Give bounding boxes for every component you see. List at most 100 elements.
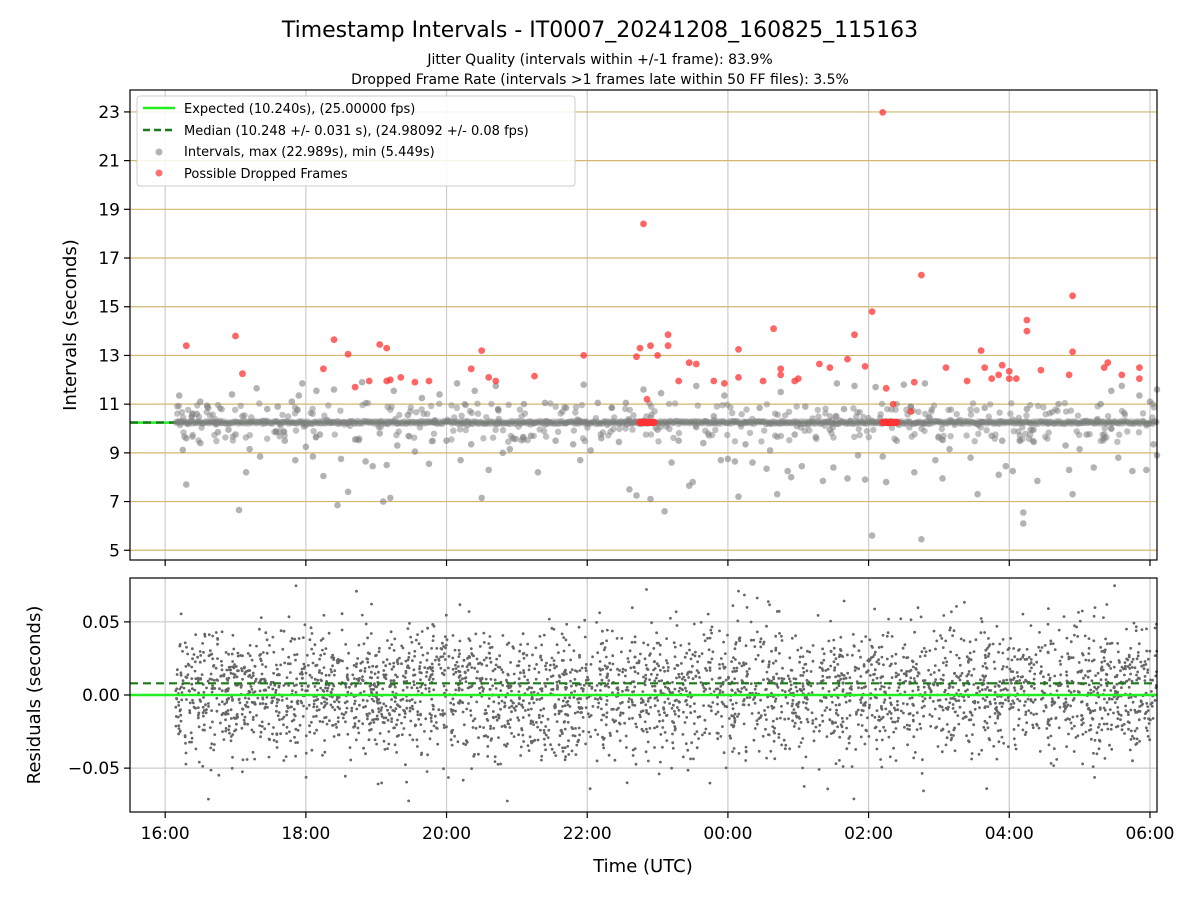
interval-band-point — [424, 419, 432, 426]
residual-point — [500, 725, 504, 728]
residual-point — [844, 676, 848, 680]
residual-point — [970, 757, 973, 761]
residual-point — [604, 723, 608, 727]
interval-point — [543, 420, 551, 427]
residual-point — [993, 690, 997, 694]
residual-point — [836, 663, 840, 666]
residual-point — [822, 658, 826, 662]
residual-point — [871, 646, 874, 649]
residual-point — [544, 725, 548, 728]
residual-point — [1016, 697, 1019, 701]
residual-point — [645, 709, 648, 712]
residual-point — [834, 675, 837, 679]
residual-point — [1105, 684, 1109, 688]
residual-point — [255, 714, 258, 717]
residual-point — [229, 671, 233, 675]
interval-point — [749, 415, 756, 423]
residual-point — [857, 649, 861, 653]
residual-point — [910, 659, 914, 663]
interval-outlier-point-66 — [562, 404, 570, 412]
interval-outlier-point-79 — [647, 495, 654, 503]
interval-band-point — [723, 419, 731, 426]
residual-point — [245, 670, 248, 673]
residual-point — [902, 711, 905, 715]
interval-point — [178, 409, 186, 416]
residual-point — [264, 679, 267, 683]
residual-point — [958, 678, 962, 682]
residual-point — [1133, 708, 1137, 712]
residual-point — [1017, 724, 1020, 727]
interval-point — [967, 406, 974, 413]
interval-point — [1124, 428, 1131, 435]
residual-point — [996, 729, 1000, 733]
residual-point — [894, 727, 898, 730]
residual-point — [638, 713, 642, 717]
residual-point — [404, 659, 408, 663]
interval-point — [851, 433, 858, 441]
interval-band-point — [196, 419, 203, 426]
residual-point — [550, 656, 554, 660]
interval-point — [285, 413, 292, 420]
interval-band-point — [409, 419, 417, 426]
residual-point — [706, 612, 710, 616]
residual-point — [423, 683, 427, 687]
residual-point — [849, 685, 853, 688]
residual-point — [535, 663, 538, 666]
residual-point — [657, 772, 661, 776]
interval-band-point — [688, 417, 695, 425]
interval-outlier-point-56 — [478, 494, 486, 502]
residual-point — [732, 656, 735, 659]
interval-point — [694, 402, 701, 409]
residual-point — [216, 637, 219, 640]
residual-point — [1038, 750, 1042, 753]
residual-point — [315, 728, 318, 732]
residual-point — [564, 712, 567, 716]
residual-point — [544, 685, 547, 688]
residual-point — [1097, 747, 1101, 751]
residual-point — [295, 677, 299, 681]
residual-point — [790, 704, 794, 708]
residual-point — [615, 729, 619, 733]
residual-point — [399, 698, 403, 702]
residual-point — [353, 699, 357, 703]
residual-point — [738, 661, 741, 665]
interval-outlier-point-132 — [974, 490, 981, 498]
residual-point — [366, 660, 370, 664]
residual-point — [308, 730, 312, 734]
interval-outlier-point-43 — [390, 387, 398, 395]
residual-point — [962, 711, 966, 715]
residual-point — [798, 688, 802, 691]
interval-point — [262, 417, 269, 424]
interval-band-point — [413, 419, 421, 426]
residual-point — [653, 746, 656, 749]
residual-point — [809, 670, 813, 673]
residual-point — [400, 644, 404, 648]
interval-outlier-point-126 — [921, 380, 929, 387]
residual-point — [1035, 722, 1038, 726]
interval-point — [815, 413, 822, 420]
interval-outlier-point-97 — [756, 404, 763, 412]
residual-point — [1135, 657, 1139, 661]
residual-point — [424, 717, 428, 721]
interval-outlier-point-145 — [1055, 400, 1062, 408]
residual-point — [962, 639, 966, 642]
interval-band-point — [376, 418, 383, 425]
dropped-frame-point-64 — [1023, 316, 1031, 324]
residual-point — [377, 707, 380, 711]
interval-band-point — [365, 418, 373, 425]
interval-point — [821, 422, 828, 429]
residual-point — [1024, 700, 1027, 704]
interval-band-point — [364, 419, 371, 426]
interval-point — [237, 402, 244, 409]
residual-point — [780, 634, 783, 638]
residual-point — [308, 673, 312, 677]
residual-point — [772, 730, 776, 733]
residual-point — [466, 686, 470, 690]
residual-point — [724, 766, 728, 770]
residual-point — [461, 664, 464, 668]
interval-outlier-point-57 — [485, 466, 493, 474]
residual-point — [1090, 679, 1094, 683]
residual-point — [257, 681, 261, 685]
residual-point — [390, 667, 394, 671]
residual-point — [671, 746, 675, 750]
